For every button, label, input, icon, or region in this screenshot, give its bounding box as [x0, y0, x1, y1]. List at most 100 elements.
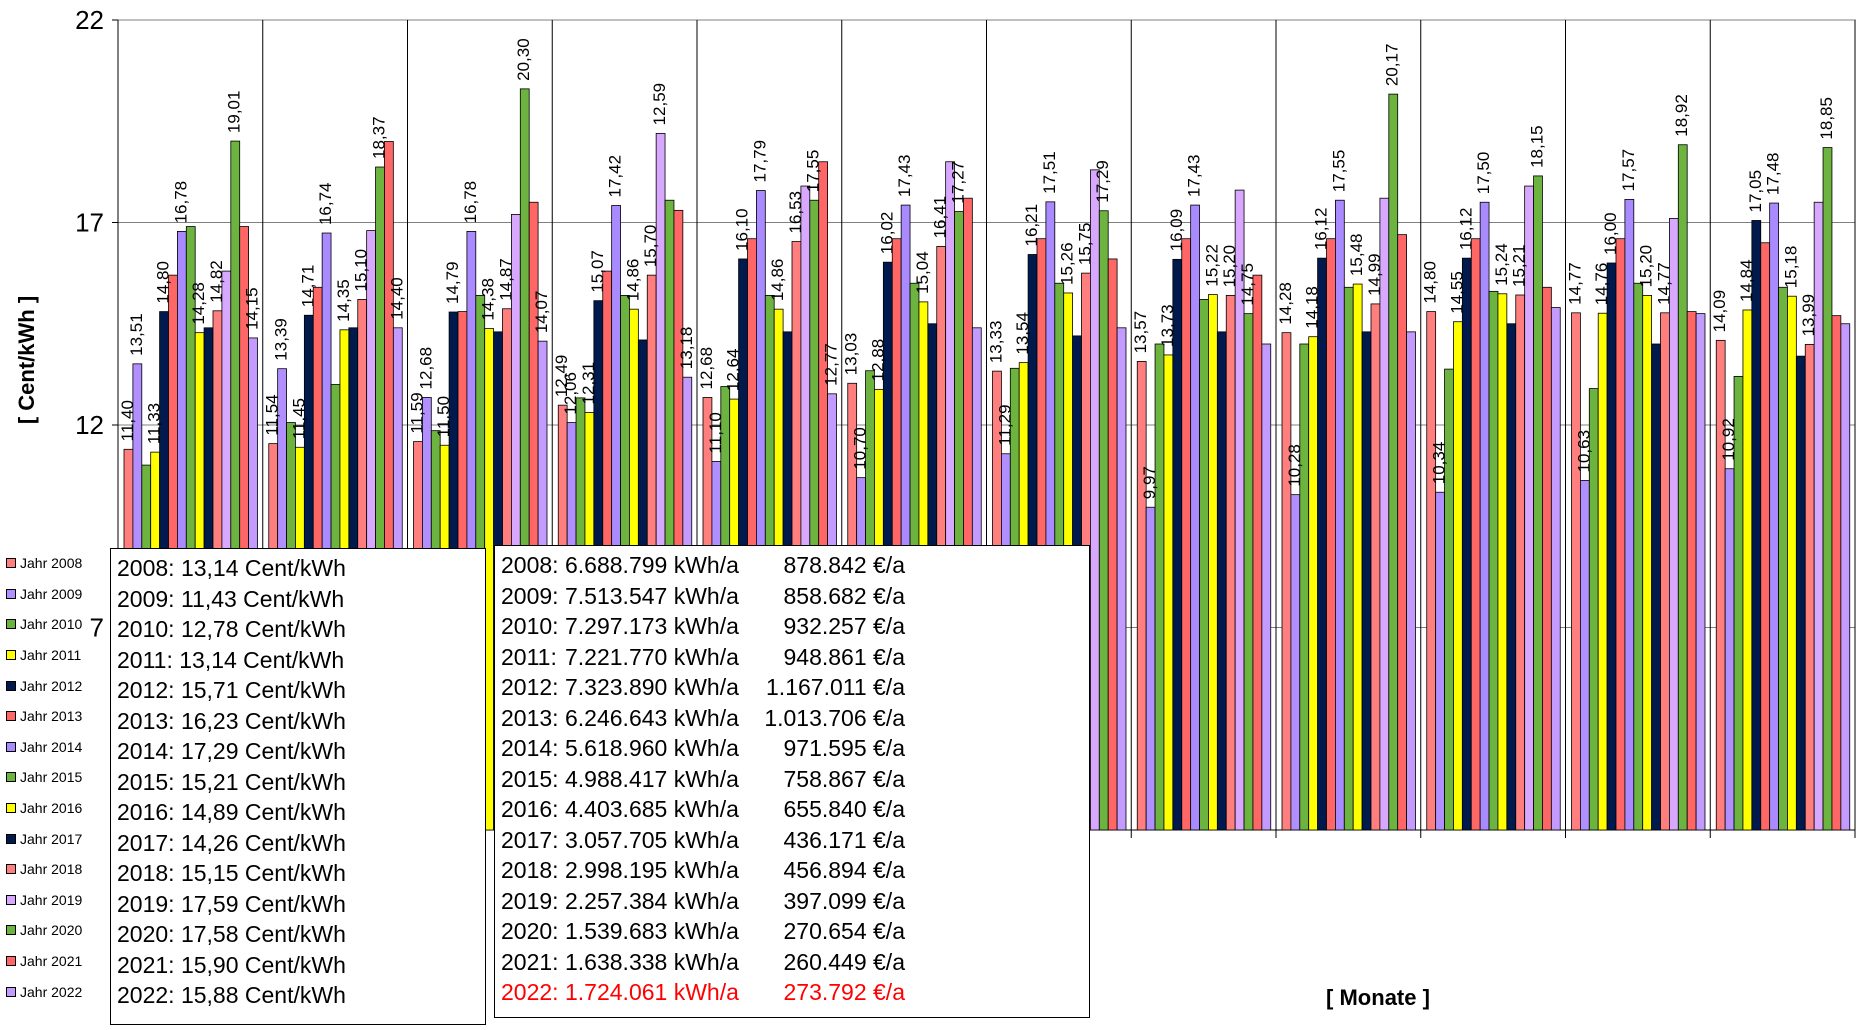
- legend-swatch: [6, 833, 16, 844]
- data-label: 10,34: [1430, 442, 1449, 485]
- data-label: 14,87: [496, 258, 515, 301]
- legend-label: Jahr 2009: [20, 585, 83, 602]
- legend-label: Jahr 2013: [20, 708, 83, 725]
- bar: [1317, 257, 1327, 831]
- average-price-box: 2008: 13,14 Cent/kWh 2009: 11,43 Cent/kWh…: [110, 548, 486, 1025]
- data-label: 16,00: [1601, 212, 1620, 255]
- data-label: 15,21: [1510, 244, 1529, 287]
- consumption-cost: 878.842 €/a: [783, 552, 905, 578]
- bar: [1669, 218, 1679, 831]
- legend-swatch: [6, 864, 16, 875]
- consumption-year: 2013:: [501, 704, 565, 731]
- legend-label: Jahr 2014: [20, 738, 83, 755]
- legend-entry: Jahr 2015: [6, 762, 106, 793]
- x-axis-title: [ Monate ]: [1326, 985, 1430, 1010]
- legend-label: Jahr 2015: [20, 769, 83, 786]
- data-label: 11,54: [263, 394, 282, 435]
- consumption-row: 2016: 4.403.685 kWh/a 655.840 €/a: [501, 794, 1089, 825]
- consumption-cost: 655.840 €/a: [783, 796, 905, 822]
- data-label: 14,79: [443, 261, 462, 304]
- legend-label: Jahr 2022: [20, 983, 83, 1000]
- y-tick-label: 12: [75, 410, 104, 440]
- consumption-kwh: 7.297.173 kWh/a: [565, 613, 739, 639]
- legend-swatch: [6, 803, 16, 814]
- data-label: 15,24: [1492, 243, 1511, 286]
- legend-label: Jahr 2021: [20, 953, 83, 970]
- average-price-line: 2017: 14,26 Cent/kWh: [117, 829, 346, 856]
- data-label: 17,42: [606, 155, 625, 198]
- data-label: 17,51: [1040, 151, 1059, 194]
- legend-entry: Jahr 2010: [6, 609, 106, 640]
- bar: [1488, 290, 1499, 831]
- consumption-cost-box: 2008: 6.688.799 kWh/a 878.842 €/a 2009: 7.…: [494, 545, 1090, 1018]
- consumption-cost: 273.792 €/a: [783, 979, 905, 1005]
- data-label: 12,77: [822, 343, 841, 386]
- consumption-row: 2013: 6.246.643 kWh/a 1.013.706 €/a: [501, 703, 1089, 734]
- consumption-kwh: 1.539.683 kWh/a: [565, 918, 739, 944]
- bar: [1190, 204, 1200, 831]
- consumption-kwh: 2.257.384 kWh/a: [565, 887, 739, 914]
- data-label: 15,10: [352, 249, 371, 292]
- data-label: 12,88: [868, 339, 887, 382]
- bar: [1243, 313, 1254, 831]
- average-price-line: 2011: 13,14 Cent/kWh: [117, 646, 345, 673]
- legend-entry: Jahr 2018: [6, 854, 106, 885]
- consumption-year: 2018:: [501, 857, 565, 883]
- bar: [1677, 144, 1688, 831]
- legend-swatch: [6, 650, 16, 661]
- data-label: 16,12: [1456, 208, 1475, 251]
- data-label: 14,28: [189, 282, 208, 325]
- data-label: 14,86: [623, 259, 642, 302]
- consumption-cost: 436.171 €/a: [783, 826, 905, 853]
- data-label: 14,40: [387, 277, 406, 320]
- consumption-row: 2020: 1.539.683 kWh/a 270.654 €/a: [501, 916, 1089, 947]
- bar: [1299, 343, 1310, 831]
- legend-swatch: [6, 956, 16, 967]
- consumption-year: 2008:: [501, 552, 565, 578]
- data-label: 14,82: [207, 260, 226, 303]
- consumption-row: 2022: 1.724.061 kWh/a 273.792 €/a: [501, 977, 1089, 1008]
- bar: [1497, 293, 1508, 831]
- y-axis-title: [ Cent/kWh ]: [14, 296, 39, 424]
- consumption-year: 2014:: [501, 735, 565, 761]
- bar: [1795, 355, 1806, 831]
- legend-entry: Jahr 2021: [6, 946, 106, 977]
- bar: [1479, 201, 1490, 831]
- bar: [1760, 242, 1771, 831]
- bar: [1715, 339, 1726, 831]
- data-label: 14,75: [1238, 263, 1257, 306]
- data-label: 13,33: [986, 321, 1005, 364]
- consumption-kwh: 7.323.890 kWh/a: [565, 674, 739, 700]
- data-label: 9,97: [1140, 466, 1159, 499]
- consumption-kwh: 6.688.799 kWh/a: [565, 552, 739, 578]
- data-label: 19,01: [225, 91, 244, 134]
- bar: [1397, 234, 1407, 831]
- consumption-row: 2008: 6.688.799 kWh/a 878.842 €/a: [501, 550, 1089, 581]
- bar: [1199, 299, 1209, 831]
- data-label: 15,18: [1781, 246, 1800, 289]
- bar: [1606, 262, 1617, 831]
- consumption-row: 2017: 3.057.705 kWh/a 436.171 €/a: [501, 825, 1089, 856]
- bar: [1154, 343, 1165, 831]
- data-label: 12,06: [561, 372, 580, 415]
- data-label: 13,99: [1799, 294, 1818, 337]
- bar: [1352, 283, 1363, 831]
- data-label: 17,05: [1746, 170, 1765, 213]
- data-label: 15,48: [1347, 234, 1366, 277]
- data-label: 15,75: [1075, 223, 1094, 266]
- bar: [1361, 331, 1372, 831]
- data-label: 10,63: [1574, 430, 1593, 473]
- bar: [1787, 295, 1797, 831]
- consumption-year: 2020:: [501, 918, 565, 944]
- data-label: 17,79: [750, 140, 769, 183]
- bar: [1506, 323, 1517, 831]
- data-label: 13,18: [677, 327, 696, 370]
- bar: [1642, 294, 1652, 831]
- bar: [1335, 199, 1345, 831]
- data-label: 18,15: [1527, 125, 1546, 168]
- data-label: 20,17: [1383, 44, 1402, 87]
- bar: [1308, 336, 1318, 831]
- average-price-line: 2022: 15,88 Cent/kWh: [117, 982, 346, 1008]
- data-label: 17,43: [1185, 155, 1204, 198]
- data-label: 16,02: [877, 212, 896, 255]
